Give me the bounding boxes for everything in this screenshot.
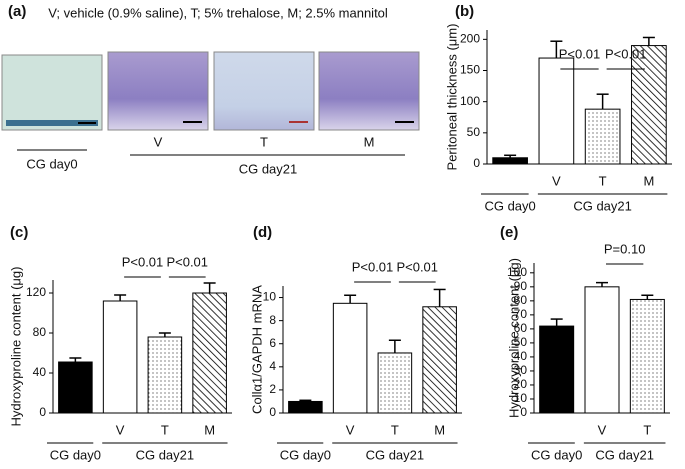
y-tick-label: 70 (514, 307, 528, 321)
group-label: CG day21 (573, 198, 632, 213)
significance-label: P=0.10 (604, 241, 646, 256)
x-tick-label: V (116, 422, 125, 437)
y-tick-label: 0 (520, 405, 527, 419)
x-tick-label: T (391, 422, 399, 437)
group-label: CG day21 (595, 447, 654, 462)
panel-label: (e) (500, 224, 518, 241)
y-tick-label: 0 (39, 405, 46, 419)
x-tick-label: M (204, 422, 215, 437)
y-tick-label: 0 (473, 156, 480, 170)
panel-a: (a) V; vehicle (0.9% saline), T; 5% treh… (1, 3, 420, 176)
x-tick-label: T (599, 173, 607, 188)
group-label: CG day0 (531, 447, 582, 462)
y-tick-label: 150 (460, 63, 480, 77)
y-axis-label: Hydroxyproline content (μg) (8, 267, 23, 427)
micrograph (213, 51, 315, 131)
bar (102, 300, 138, 414)
significance-label: P<0.01 (559, 46, 601, 61)
group-label: CG day0 (484, 198, 535, 213)
group-label: CG day21 (136, 447, 195, 462)
y-tick-label: 100 (507, 265, 527, 279)
y-axis-label: Collα1/GAPDH mRNA (249, 285, 264, 414)
bar (58, 361, 93, 414)
image-label: M (364, 134, 375, 149)
bar (288, 400, 323, 414)
significance-label: P<0.01 (166, 254, 208, 269)
group-label: CG day21 (366, 447, 425, 462)
significance-label: P<0.01 (396, 259, 438, 274)
x-tick-label: V (346, 422, 355, 437)
bar (631, 45, 667, 165)
image-label: T (260, 134, 268, 149)
x-tick-label: M (434, 422, 445, 437)
panel-label: (b) (455, 3, 474, 20)
x-tick-label: V (552, 173, 561, 188)
y-tick-label: 40 (514, 349, 528, 363)
micrograph (318, 51, 420, 131)
bar (332, 302, 368, 414)
significance-label: P<0.01 (352, 259, 394, 274)
y-axis-label: Hydroxyproline content (μg) (506, 258, 521, 418)
bar (584, 286, 620, 414)
y-tick-label: 8 (269, 313, 276, 327)
y-tick-label: 50 (467, 125, 481, 139)
group-label: CG day0 (26, 156, 77, 171)
significance-label: P<0.01 (605, 46, 647, 61)
bar (147, 336, 183, 414)
y-tick-label: 80 (33, 325, 47, 339)
y-tick-label: 100 (460, 94, 480, 108)
caption: V; vehicle (0.9% saline), T; 5% trehalos… (48, 5, 388, 20)
y-tick-label: 2 (269, 382, 276, 396)
y-tick-label: 20 (514, 377, 528, 391)
y-tick-label: 4 (269, 359, 276, 373)
y-tick-label: 10 (263, 290, 277, 304)
panel-label: (d) (253, 224, 272, 241)
x-tick-label: T (643, 422, 651, 437)
x-tick-label: V (598, 422, 607, 437)
group-label: CG day0 (280, 447, 331, 462)
y-axis-label: Peritoneal thickness (μm) (444, 24, 459, 171)
bar (629, 298, 665, 414)
bar (492, 157, 528, 165)
y-tick-label: 50 (514, 335, 528, 349)
y-tick-label: 6 (269, 336, 276, 350)
y-tick-label: 90 (514, 279, 528, 293)
group-label: CG day21 (239, 161, 298, 176)
y-tick-label: 30 (514, 363, 528, 377)
significance-label: P<0.01 (122, 254, 164, 269)
group-label: CG day0 (50, 447, 101, 462)
y-tick-label: 200 (460, 32, 480, 46)
bar (584, 108, 621, 165)
panel-label: (a) (8, 3, 26, 20)
x-tick-label: T (161, 422, 169, 437)
image-label: V (154, 134, 163, 149)
y-tick-label: 10 (514, 391, 528, 405)
panel-label: (c) (10, 224, 28, 241)
tissue (6, 120, 98, 126)
y-tick-label: 120 (26, 285, 46, 299)
y-tick-label: 80 (514, 293, 528, 307)
micrograph (107, 51, 209, 131)
y-tick-label: 0 (269, 405, 276, 419)
bar (192, 292, 227, 414)
bar (539, 325, 575, 414)
bar (422, 306, 457, 414)
y-tick-label: 40 (33, 365, 47, 379)
y-tick-label: 60 (514, 321, 528, 335)
micrograph (1, 54, 103, 131)
x-tick-label: M (643, 173, 654, 188)
bar (538, 57, 575, 165)
bar (377, 352, 413, 414)
